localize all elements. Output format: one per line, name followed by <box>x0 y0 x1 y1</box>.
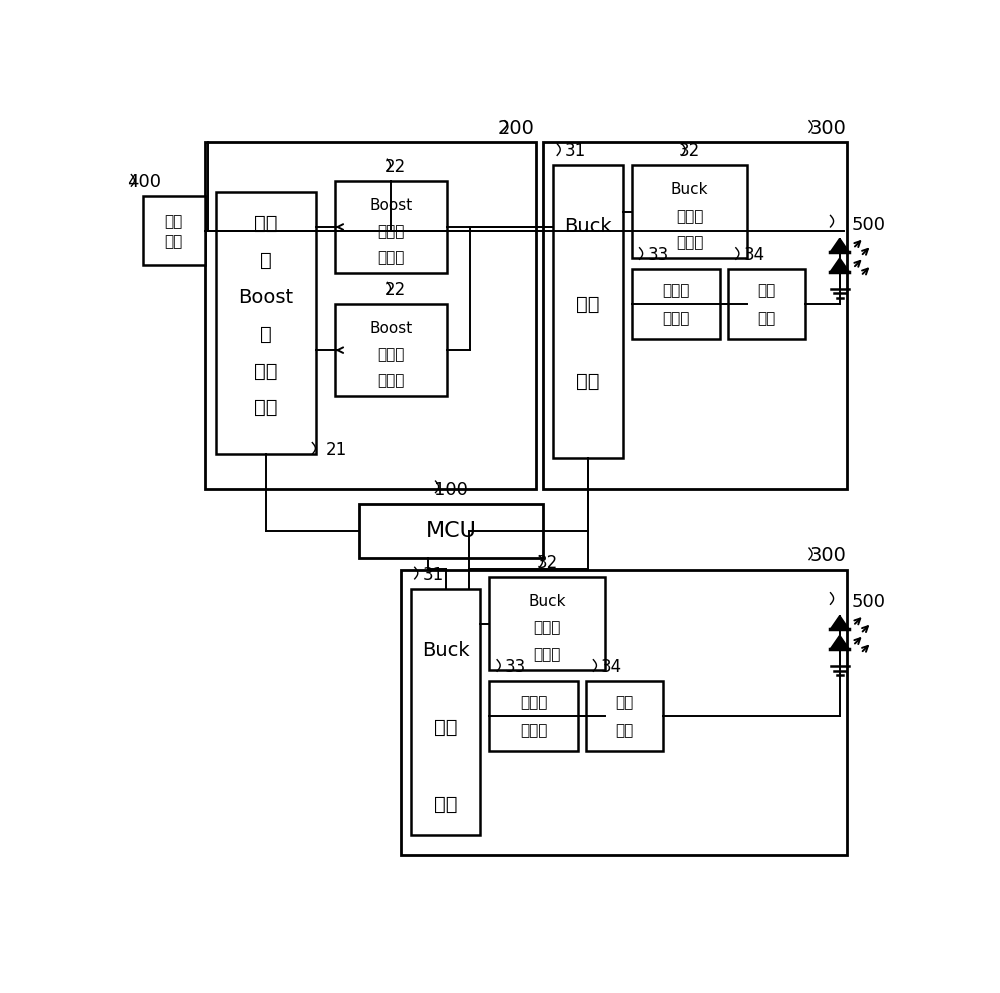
Text: 31: 31 <box>565 143 586 161</box>
Bar <box>489 577 605 669</box>
Bar <box>632 166 747 258</box>
Polygon shape <box>830 238 849 252</box>
Polygon shape <box>830 258 849 272</box>
Text: 芯片: 芯片 <box>254 398 278 417</box>
Text: 样电路: 样电路 <box>520 723 547 738</box>
Text: 型: 型 <box>260 325 272 344</box>
Text: 31: 31 <box>422 566 444 584</box>
Text: 控制: 控制 <box>254 361 278 380</box>
Text: 功率变: 功率变 <box>676 209 703 223</box>
Text: 道: 道 <box>260 250 272 269</box>
Text: 32: 32 <box>679 143 700 161</box>
Bar <box>728 269 805 339</box>
Text: 电压采: 电压采 <box>520 695 547 710</box>
Bar <box>586 681 663 751</box>
Text: 34: 34 <box>601 658 622 676</box>
Bar <box>411 589 480 835</box>
Text: 双通: 双通 <box>254 213 278 232</box>
Bar <box>401 570 847 855</box>
Text: 500: 500 <box>851 593 885 611</box>
Text: 33: 33 <box>647 246 668 264</box>
Text: 200: 200 <box>498 119 535 138</box>
Text: 300: 300 <box>810 546 847 565</box>
Text: Boost: Boost <box>239 288 294 307</box>
Text: 功率变: 功率变 <box>378 348 405 362</box>
Text: 500: 500 <box>851 215 885 233</box>
Text: 32: 32 <box>537 554 558 572</box>
Text: 400: 400 <box>128 174 162 192</box>
Bar <box>143 197 205 265</box>
Text: Buck: Buck <box>528 595 566 610</box>
Bar <box>543 142 847 489</box>
Text: 补偿: 补偿 <box>615 695 633 710</box>
Polygon shape <box>830 636 849 649</box>
Text: 外部: 外部 <box>165 214 183 229</box>
Text: 电压采: 电压采 <box>662 283 690 298</box>
Polygon shape <box>830 616 849 630</box>
Bar <box>216 193 316 454</box>
Text: 网络: 网络 <box>757 311 776 326</box>
Text: Boost: Boost <box>370 198 413 213</box>
Text: Buck: Buck <box>564 217 612 236</box>
Bar <box>335 181 447 273</box>
Text: 21: 21 <box>325 441 347 459</box>
Text: 33: 33 <box>505 658 526 676</box>
Text: MCU: MCU <box>425 521 476 541</box>
Bar <box>358 504 543 558</box>
Bar <box>335 304 447 396</box>
Text: 网络: 网络 <box>615 723 633 738</box>
Text: 功率变: 功率变 <box>378 224 405 239</box>
Text: 300: 300 <box>810 119 847 138</box>
Text: 电源: 电源 <box>165 234 183 249</box>
Text: Boost: Boost <box>370 321 413 336</box>
Bar <box>632 269 720 339</box>
Text: 补偿: 补偿 <box>757 283 776 298</box>
Text: Buck: Buck <box>671 183 708 198</box>
Text: 换电路: 换电路 <box>676 235 703 250</box>
Text: Buck: Buck <box>422 640 469 660</box>
Bar <box>553 166 623 458</box>
Text: 换电路: 换电路 <box>378 373 405 388</box>
Text: 芯片: 芯片 <box>434 795 457 814</box>
Text: 控制: 控制 <box>576 295 600 314</box>
Text: 样电路: 样电路 <box>662 311 690 326</box>
Text: 34: 34 <box>744 246 765 264</box>
Text: 22: 22 <box>384 158 406 176</box>
Text: 控制: 控制 <box>434 718 457 737</box>
Text: 芯片: 芯片 <box>576 371 600 390</box>
Text: 22: 22 <box>384 281 406 299</box>
Text: 功率变: 功率变 <box>533 621 561 636</box>
Text: 换电路: 换电路 <box>378 250 405 265</box>
Text: 换电路: 换电路 <box>533 646 561 661</box>
Bar <box>489 681 578 751</box>
Bar <box>205 142 536 489</box>
Text: 100: 100 <box>434 482 468 499</box>
